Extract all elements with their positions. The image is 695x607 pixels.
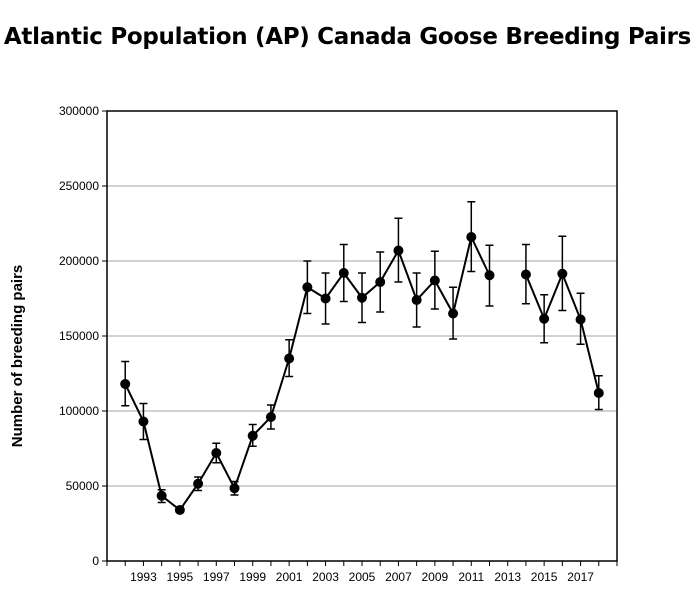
data-point [211,448,222,458]
chart-title: Atlantic Population (AP) Canada Goose Br… [3,24,692,50]
data-point [302,282,313,293]
y-axis-title: Number of breeding pairs [9,265,26,448]
data-point [338,268,349,278]
y-tick-label: 50000 [66,479,100,493]
data-series [120,201,604,515]
x-tick-label: 2003 [312,570,339,584]
x-tick-label: 2009 [422,570,449,584]
data-point [593,388,604,398]
data-point [174,505,185,515]
y-tick-label: 250000 [59,179,99,193]
x-tick-label: 2017 [567,570,594,584]
x-tick-label: 2005 [349,570,376,584]
data-point [193,478,204,489]
data-point [265,412,276,422]
data-point [229,483,240,494]
data-point [357,292,367,303]
data-point [411,295,422,305]
x-tick-label: 1999 [239,570,266,584]
data-point [520,269,531,280]
y-tick-label: 300000 [59,104,99,118]
axes: 0 50000 100000 150000 200000 250000 300000 1993… [59,104,618,584]
gridlines [107,185,617,487]
data-point [156,490,167,501]
data-point [375,277,386,287]
x-tick-label: 1993 [130,570,157,584]
x-tick-label: 2011 [458,570,484,584]
x-tick-label: 2013 [494,570,521,584]
data-point [575,314,586,325]
x-tick-label: 2007 [385,570,412,584]
y-tick-label: 150000 [59,329,99,343]
y-tick-label: 200000 [59,254,99,268]
data-point [284,353,295,364]
data-point [429,275,440,286]
data-point [466,232,477,242]
x-tick-label: 2015 [531,570,558,584]
data-point [138,416,149,427]
data-point [393,245,404,256]
data-point [557,268,568,279]
y-tick-label: 100000 [59,404,99,418]
x-tick-label: 1995 [167,570,194,584]
data-point [539,313,550,324]
data-point [120,379,131,389]
x-tick-label: 1997 [203,570,230,584]
y-tick-label: 0 [92,554,99,568]
x-tick-label: 2001 [276,570,303,584]
data-point [247,430,258,441]
data-point [448,308,459,319]
data-point [484,270,495,281]
data-point [320,293,331,304]
